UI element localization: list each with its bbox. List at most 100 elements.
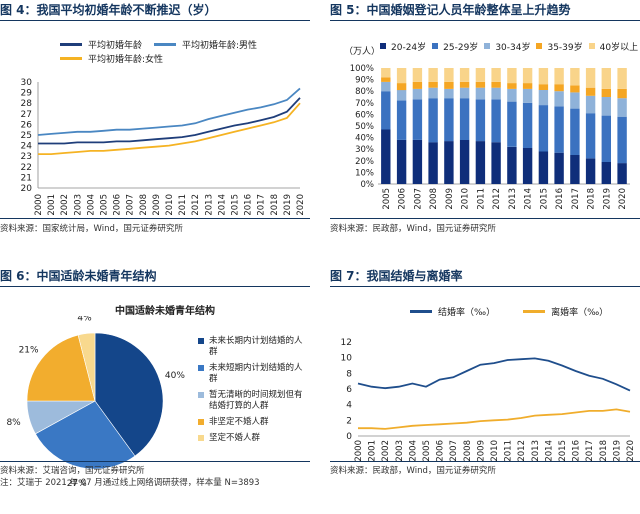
fig5-x-tick-label: 2013 [508,188,518,210]
fig5-x-tick-label: 2005 [382,188,392,210]
fig5-legend-item: 30-34岁 [484,39,530,53]
fig7-x-tick-label: 2016 [572,440,582,461]
fig5-legend-item: 35-39岁 [536,39,583,53]
figure-5-legend: 20-24岁 25-29岁 30-34岁 35-39岁 40岁以上 [380,39,638,53]
figure-5-title-rule [330,20,640,21]
fig7-x-tick-label: 2002 [381,440,391,461]
fig5-y-tick-label: 50% [355,122,374,132]
fig5-x-tick-label: 2019 [602,188,612,210]
fig5-bar-segment [570,92,580,109]
fig4-x-tick-label: 2015 [231,194,241,215]
figure-6-title-rule [0,286,310,287]
figure-7-legend: 结婚率（‰） 离婚率（‰） [410,304,608,318]
fig5-bar-segment [396,100,407,140]
fig5-bar-segment [459,139,470,184]
fig4-x-tick-label: 2008 [139,194,149,215]
fig4-x-tick-label: 2014 [217,194,227,215]
fig5-bar-segment [412,81,423,89]
fig4-x-tick-label: 2013 [204,194,214,215]
fig5-bar-segment [617,98,627,117]
fig5-bar-segment [617,163,627,184]
fig5-bar-segment [444,81,454,89]
fig6-legend-label: 未来短期内计划结婚的人群 [209,363,303,384]
fig4-legend-item: 平均初婚年龄 [60,37,142,51]
fig4-y-tick-label: 23 [21,152,32,162]
fig6-slice-label: 40% [165,371,185,381]
fig5-bar-segment [507,88,517,102]
fig5-legend-swatch [380,43,386,49]
fig5-y-tick-label: 90% [355,76,374,86]
fig5-legend-item: 40岁以上 [588,39,638,53]
fig7-y-tick-label: 4 [346,401,352,411]
fig5-bar-segment [475,99,486,142]
figure-4-title: 图 4：我国平均初婚年龄不断推迟（岁） [0,3,217,17]
fig6-legend-label: 暂无清晰的时间规划但有结婚打算的人群 [209,390,303,411]
fig4-legend-item: 平均初婚年龄:男性 [154,37,257,51]
fig5-bar-segment [554,68,564,85]
fig6-legend-item: 坚定不婚人群 [198,433,306,444]
fig5-legend-swatch [484,43,491,49]
fig5-y-tick-label: 30% [355,145,374,155]
fig4-x-tick-label: 2011 [178,194,188,215]
fig4-legend-label: 平均初婚年龄:女性 [88,54,164,65]
fig5-y-tick-label: 80% [355,87,374,97]
fig4-legend-swatch [154,42,177,46]
fig7-x-tick-label: 2013 [531,440,541,461]
fig5-x-tick-label: 2016 [555,188,565,210]
fig7-x-tick-label: 2019 [612,440,622,461]
fig5-bar-segment [617,68,627,89]
fig5-legend-label: 35-39岁 [547,42,583,53]
fig5-bar-segment [459,68,470,82]
fig6-pie-slice [26,334,96,402]
fig4-x-tick-label: 2010 [165,194,175,215]
fig5-bar-segment [554,152,564,184]
fig5-x-tick-label: 2015 [539,188,549,210]
figure-6-panel: 图 6：中国适龄未婚青年结构 中国适龄未婚青年结构 40% 27% 8% 21% 4% … [0,266,310,514]
fig4-x-tick-label: 2000 [34,194,44,215]
fig5-y-tick-label: 20% [355,157,374,167]
fig5-bar-segment [538,105,549,152]
fig4-x-tick-label: 2020 [296,194,306,215]
fig5-bar-segment [570,108,580,155]
figure-5-chart: 0% 10%20% 30%40% 50% 60%70% 80%90% 100% 2005 200… [350,64,630,210]
fig4-x-tick-label: 2017 [257,194,267,215]
fig5-legend-swatch [588,43,595,49]
fig5-bar-segment [428,87,438,99]
fig5-bar-segment [428,142,438,184]
fig5-bar-segment [444,68,454,82]
fig6-legend-label: 非坚定不婚人群 [209,417,269,427]
fig7-x-tick-label: 2014 [544,440,554,461]
fig6-legend-swatch [198,392,204,398]
fig4-x-tick-label: 2007 [126,194,136,215]
fig5-bar-segment [585,87,596,96]
figure-7-source: 资料来源：民政部，Wind，国元证券研究所 [330,466,496,476]
fig7-x-tick-label: 2004 [408,440,418,461]
fig5-bar-segment [412,88,423,100]
fig5-bar-segment [412,99,423,140]
fig4-y-tick-label: 27 [21,110,32,120]
fig5-bar-segment [585,113,596,159]
fig5-legend-label: 20-24岁 [391,42,427,53]
fig7-x-tick-label: 2020 [626,440,636,461]
fig5-bar-segment [554,106,564,153]
figure-4-legend: 平均初婚年龄 平均初婚年龄:男性平均初婚年龄:女性 [60,37,269,65]
fig6-legend-item: 非坚定不婚人群 [198,417,306,428]
fig7-legend-swatch [523,309,546,313]
fig4-y-tick-label: 20 [21,184,33,194]
fig7-x-tick-label: 2009 [476,440,486,461]
fig6-slice-label: 27% [67,479,87,489]
fig4-series-line [38,102,301,156]
fig4-legend-swatch [60,42,82,46]
figure-5-source-rule [330,218,640,219]
fig7-y-tick-label: 12 [341,338,352,348]
fig5-bar-segment [444,141,454,184]
fig5-x-tick-label: 2008 [429,188,439,210]
fig6-legend-item: 暂无清晰的时间规划但有结婚打算的人群 [198,390,306,412]
figure-6-source: 资料来源：艾瑞咨询，国元证券研究所 [0,466,145,476]
fig7-x-tick-label: 2007 [449,440,459,461]
fig5-legend-label: 25-29岁 [443,42,479,53]
fig5-bar-segment [459,87,470,99]
fig5-bar-segment [522,102,533,148]
fig6-slice-label: 21% [19,346,39,356]
